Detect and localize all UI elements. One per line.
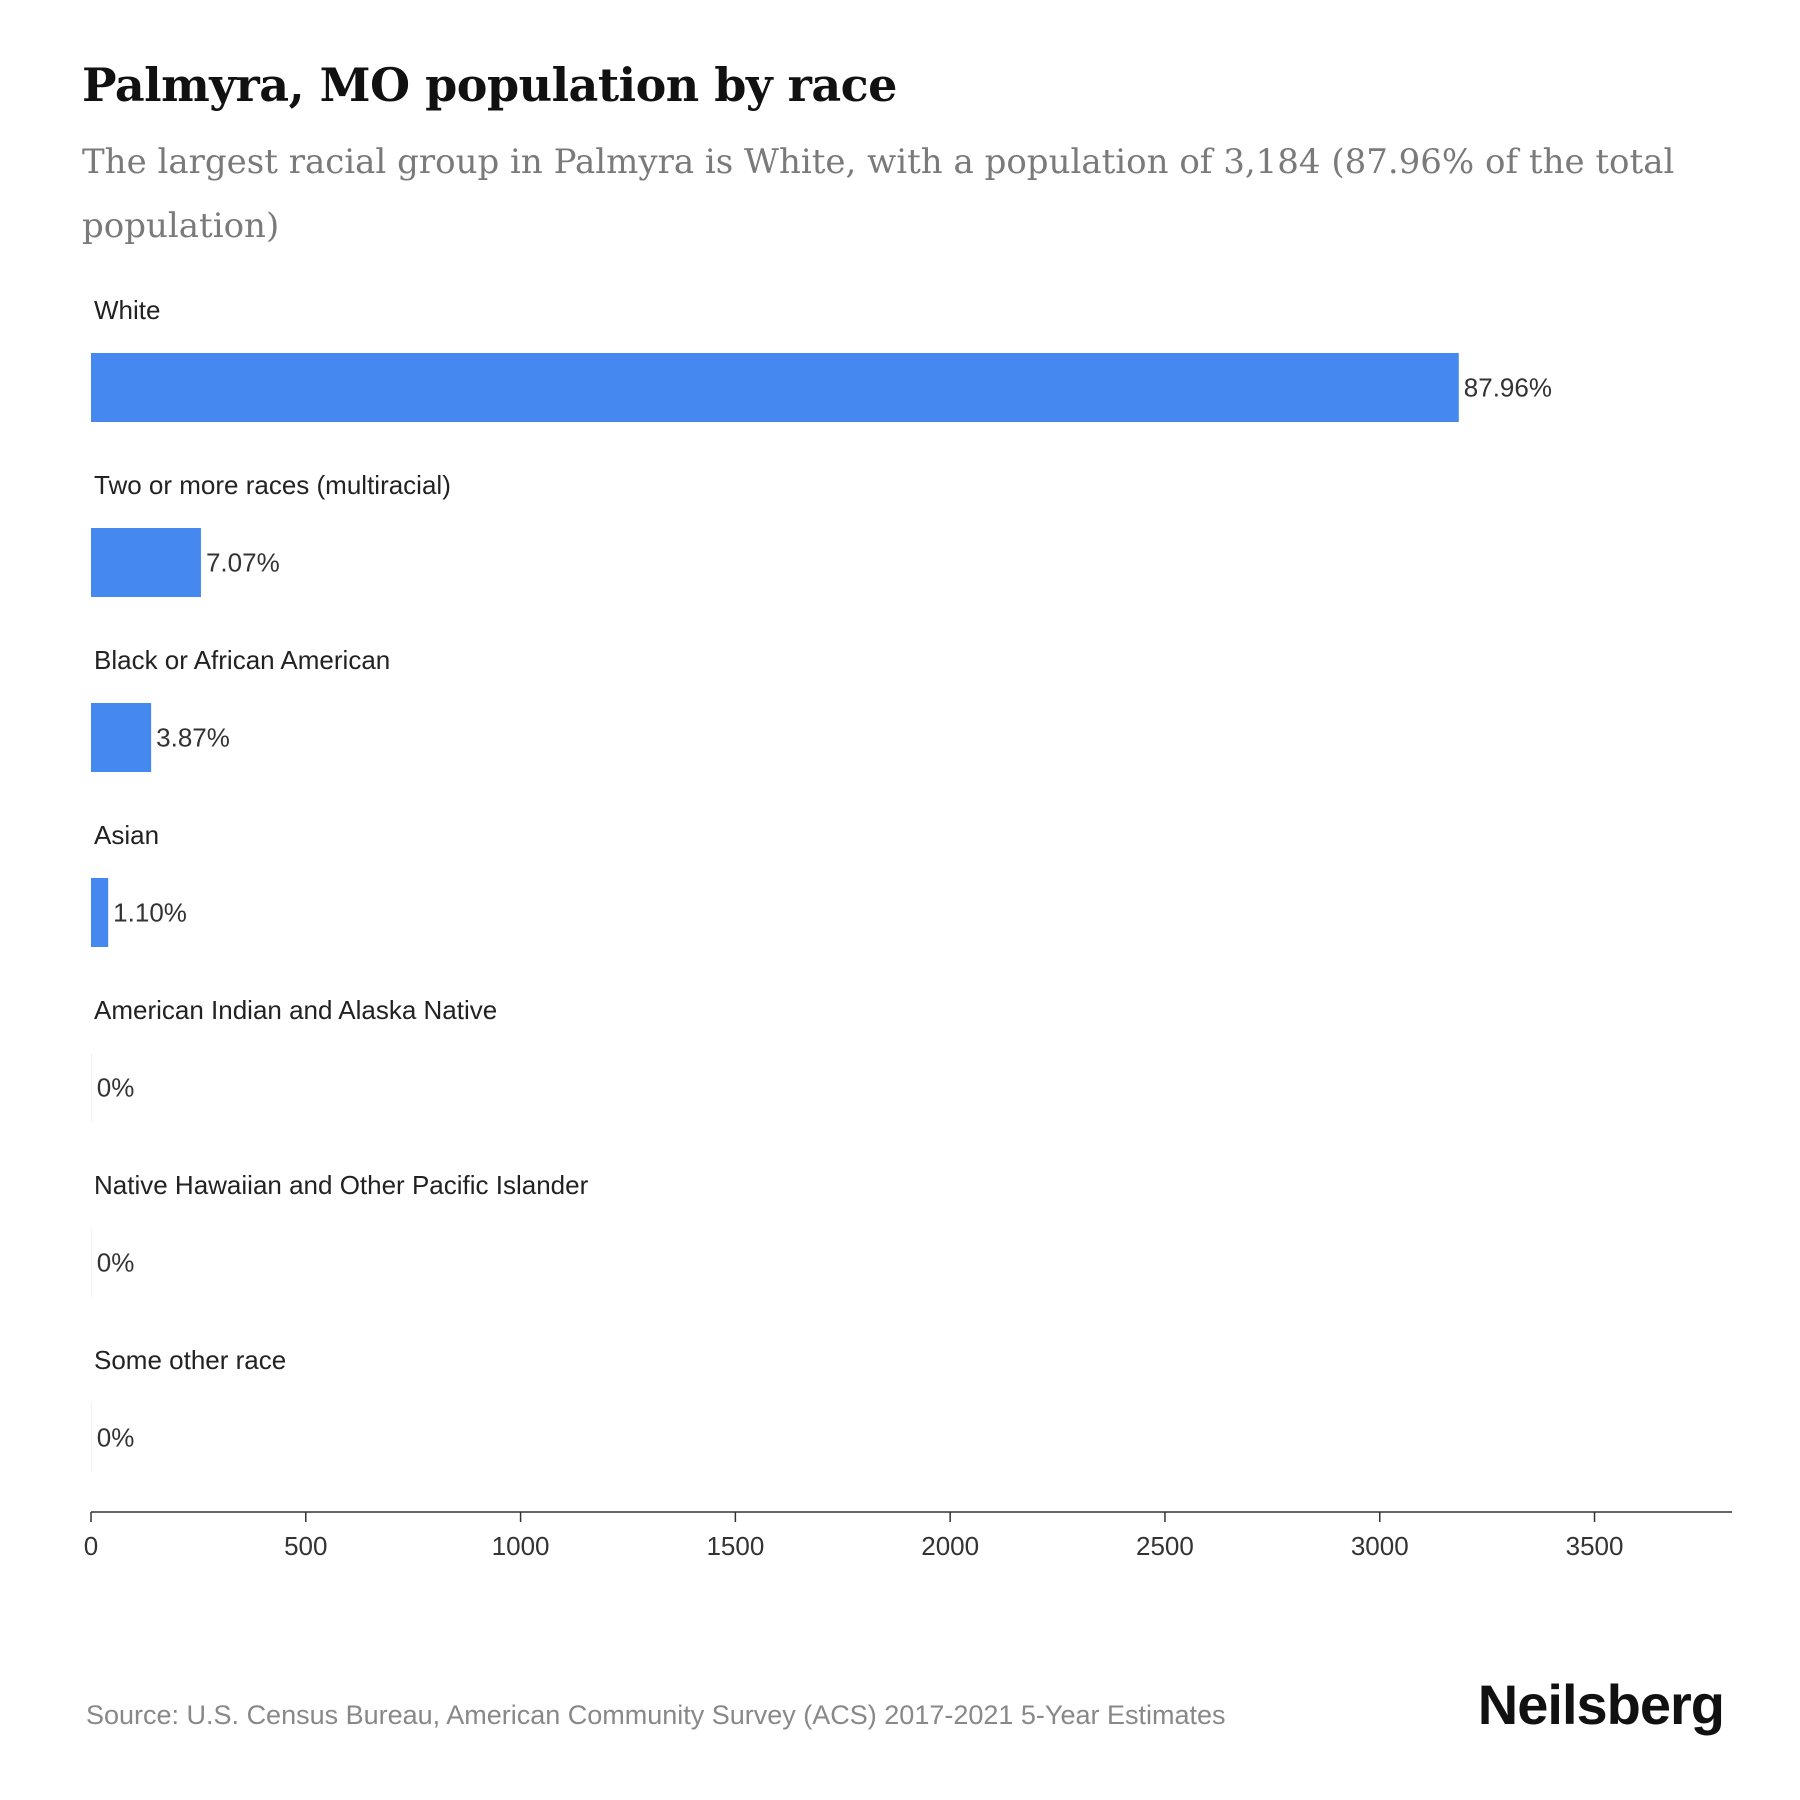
bar bbox=[91, 878, 109, 947]
category-label: Two or more races (multiracial) bbox=[94, 470, 451, 500]
bar bbox=[91, 1228, 92, 1297]
category-label: Native Hawaiian and Other Pacific Island… bbox=[94, 1170, 589, 1200]
x-tick-label: 500 bbox=[284, 1531, 327, 1561]
bar-value-label: 3.87% bbox=[156, 723, 230, 753]
x-tick-label: 3000 bbox=[1351, 1531, 1409, 1561]
bar bbox=[91, 1053, 92, 1122]
x-tick-label: 2000 bbox=[921, 1531, 979, 1561]
bar-value-label: 0% bbox=[97, 1248, 135, 1278]
bar-value-label: 7.07% bbox=[206, 548, 280, 578]
x-tick-label: 1500 bbox=[706, 1531, 764, 1561]
category-label: White bbox=[94, 295, 160, 325]
bar bbox=[91, 1403, 92, 1472]
category-label: American Indian and Alaska Native bbox=[94, 995, 497, 1025]
bar bbox=[91, 353, 1459, 422]
bar-value-label: 0% bbox=[97, 1423, 135, 1453]
category-label: Black or African American bbox=[94, 645, 390, 675]
bar-value-label: 1.10% bbox=[113, 898, 187, 928]
x-tick-label: 3500 bbox=[1566, 1531, 1624, 1561]
x-tick-label: 0 bbox=[84, 1531, 98, 1561]
chart-subtitle: The largest racial group in Palmyra is W… bbox=[82, 142, 1675, 246]
category-label: Some other race bbox=[94, 1345, 286, 1375]
bar bbox=[91, 703, 152, 772]
bar bbox=[91, 528, 201, 597]
x-tick-label: 1000 bbox=[492, 1531, 550, 1561]
category-label: Asian bbox=[94, 820, 159, 850]
source-note: Source: U.S. Census Bureau, American Com… bbox=[86, 1700, 1226, 1730]
bar-value-label: 87.96% bbox=[1464, 373, 1552, 403]
brand-logo: Neilsberg bbox=[1477, 1673, 1725, 1736]
x-tick-label: 2500 bbox=[1136, 1531, 1194, 1561]
bar-value-label: 0% bbox=[97, 1073, 135, 1103]
chart-title: Palmyra, MO population by race bbox=[82, 58, 897, 112]
